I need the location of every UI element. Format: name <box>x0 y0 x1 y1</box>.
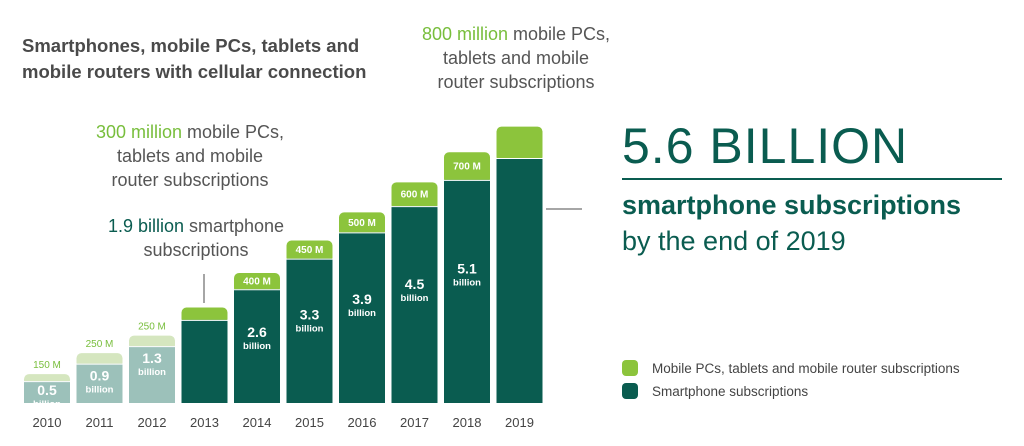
x-tick-label-2012: 2012 <box>138 415 167 430</box>
x-tick-label-2014: 2014 <box>243 415 272 430</box>
x-tick-label-2017: 2017 <box>400 415 429 430</box>
legend-item-smart: Smartphone subscriptions <box>622 383 808 399</box>
annotation-1-9b-highlight: 1.9 billion <box>107 216 184 236</box>
bar-gap-2014 <box>234 289 280 291</box>
bar-gap-2013 <box>181 319 228 321</box>
bar-unit-smartphone-2010: billion <box>33 399 61 410</box>
x-tick-label-2013: 2013 <box>190 415 219 430</box>
callout-rule <box>622 178 1002 180</box>
bar-label-mobile-2012: 250 M <box>138 322 166 333</box>
bar-label-mobile-2018: 700 M <box>453 162 481 173</box>
bar-gap-2018 <box>444 179 490 181</box>
bar-smartphone-2016 <box>339 232 385 403</box>
bar-label-mobile-2016: 500 M <box>348 218 376 229</box>
bar-gap-2016 <box>339 232 385 234</box>
bar-mobile-2013 <box>181 307 228 324</box>
bar-smartphone-2017 <box>391 206 438 403</box>
annotation-2019-text3: router subscriptions <box>437 72 595 92</box>
bar-mobile-2017 <box>391 182 438 211</box>
bar-value-smartphone-2016: 3.9 <box>352 291 372 307</box>
annotation-300m: 300 million mobile PCs, tablets and mobi… <box>82 120 298 192</box>
bar-label-mobile-2011: 250 M <box>86 339 114 350</box>
bar-unit-smartphone-2017: billion <box>401 293 429 304</box>
legend-swatch-mobile <box>622 360 638 376</box>
bar-smartphone-2011 <box>76 363 123 403</box>
annotation-300m-highlight: 300 million <box>95 122 182 142</box>
callout-big-number: 5.6 BILLION <box>622 118 909 174</box>
legend-label-mobile: Mobile PCs, tablets and mobile router su… <box>652 360 960 376</box>
callout-subtitle-2: by the end of 2019 <box>622 226 846 256</box>
x-tick-label-2019: 2019 <box>505 415 534 430</box>
bar-smartphone-2013 <box>181 319 228 403</box>
annotation-1-9b-text1: smartphone <box>184 216 285 236</box>
bar-smartphone-2019 <box>496 158 543 403</box>
x-tick-label-2015: 2015 <box>295 415 324 430</box>
bar-value-smartphone-2017: 4.5 <box>405 276 425 292</box>
callout-subtitle-1: smartphone subscriptions <box>622 190 962 220</box>
bar-label-mobile-2014: 400 M <box>243 277 271 288</box>
bar-smartphone-2014 <box>234 289 280 403</box>
bar-value-smartphone-2018: 5.1 <box>457 261 477 277</box>
bar-unit-smartphone-2014: billion <box>243 341 271 352</box>
annotation-300m-text3: router subscriptions <box>111 170 269 190</box>
bar-unit-smartphone-2018: billion <box>453 278 481 289</box>
x-tick-label-2018: 2018 <box>453 415 482 430</box>
bar-value-smartphone-2010: 0.5 <box>37 382 57 398</box>
annotation-300m-text2: tablets and mobile <box>116 146 264 166</box>
annotation-300m-text1: mobile PCs, <box>182 122 285 142</box>
bar-mobile-2014 <box>234 273 280 294</box>
bar-smartphone-2010 <box>24 381 70 403</box>
annotation-1-9b-text2: subscriptions <box>143 240 249 260</box>
bar-unit-smartphone-2016: billion <box>348 308 376 319</box>
bar-mobile-2016 <box>339 212 385 237</box>
bar-unit-smartphone-2012: billion <box>138 367 166 378</box>
bar-gap-2015 <box>286 258 333 260</box>
bar-label-mobile-2010: 150 M <box>33 360 61 371</box>
bar-gap-2017 <box>391 206 438 208</box>
bar-value-smartphone-2011: 0.9 <box>90 368 110 384</box>
legend-swatch-smart <box>622 383 638 399</box>
bar-mobile-2018 <box>444 152 490 184</box>
bar-gap-2012 <box>129 346 175 348</box>
annotation-2019-text1: mobile PCs, <box>508 24 611 44</box>
bar-smartphone-2012 <box>129 346 175 403</box>
bar-mobile-2019 <box>496 126 543 162</box>
annotation-1-9b: 1.9 billion smartphone subscriptions <box>88 214 304 262</box>
bar-smartphone-2018 <box>444 179 490 403</box>
x-tick-label-2016: 2016 <box>348 415 377 430</box>
bar-unit-smartphone-2015: billion <box>296 323 324 334</box>
legend-label-smart: Smartphone subscriptions <box>652 383 809 399</box>
bar-value-smartphone-2015: 3.3 <box>300 306 320 322</box>
legend-item-mobile: Mobile PCs, tablets and mobile router su… <box>622 360 960 376</box>
bar-value-smartphone-2014: 2.6 <box>247 324 267 340</box>
x-tick-label-2010: 2010 <box>33 415 62 430</box>
annotation-2019-highlight: 800 million <box>421 24 508 44</box>
bar-gap-2019 <box>496 158 543 159</box>
bar-gap-2010 <box>24 381 70 383</box>
bar-label-mobile-2015: 450 M <box>296 245 324 256</box>
bar-label-mobile-2017: 600 M <box>401 190 429 201</box>
bar-value-smartphone-2012: 1.3 <box>142 350 162 366</box>
annotation-2019-text2: tablets and mobile <box>442 48 590 68</box>
x-tick-label-2011: 2011 <box>86 415 114 430</box>
bar-gap-2011 <box>76 363 123 365</box>
bar-smartphone-2015 <box>286 258 333 403</box>
bar-unit-smartphone-2011: billion <box>86 385 114 396</box>
chart-headline: Smartphones, mobile PCs, tablets and mob… <box>22 35 367 82</box>
bar-mobile-2015 <box>286 240 333 263</box>
annotation-2019: 800 million mobile PCs, tablets and mobi… <box>408 22 624 94</box>
